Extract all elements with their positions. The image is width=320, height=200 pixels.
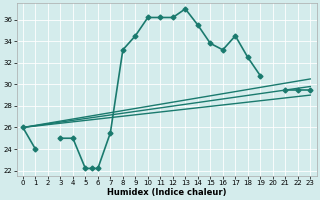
X-axis label: Humidex (Indice chaleur): Humidex (Indice chaleur) (107, 188, 226, 197)
